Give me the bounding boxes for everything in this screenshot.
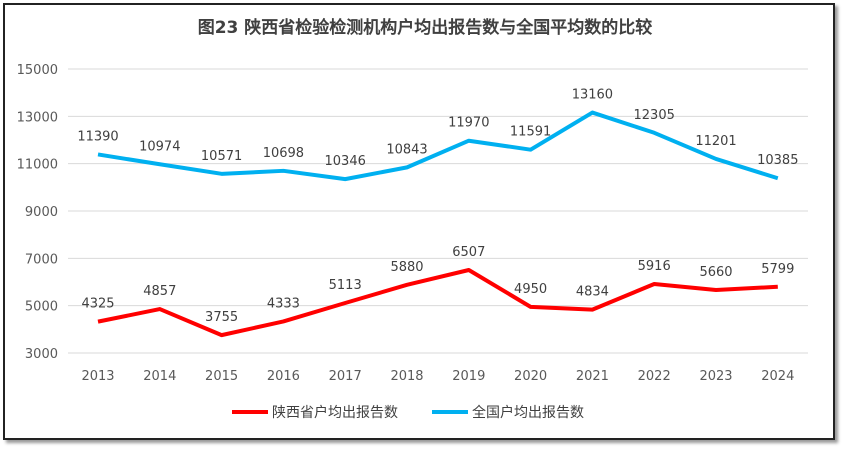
data-label: 10571 [201, 149, 242, 164]
data-label: 4333 [267, 296, 300, 311]
data-label: 10974 [139, 139, 180, 154]
data-label: 11390 [77, 129, 118, 144]
chart-frame [3, 3, 835, 440]
y-tick-label: 7000 [25, 252, 58, 267]
x-tick-label: 2021 [576, 369, 609, 384]
data-label: 3755 [205, 310, 238, 325]
x-tick-label: 2019 [452, 369, 485, 384]
series-line-1 [97, 110, 779, 182]
data-label: 10843 [386, 142, 427, 157]
data-label: 4857 [143, 284, 176, 299]
x-tick-label: 2017 [329, 369, 362, 384]
data-label: 11591 [510, 125, 551, 140]
data-label: 5799 [761, 262, 794, 277]
x-tick-label: 2023 [699, 369, 732, 384]
data-label: 10698 [263, 146, 304, 161]
y-tick-label: 3000 [25, 347, 58, 362]
legend-label: 全国户均出报告数 [472, 404, 584, 421]
data-label: 6507 [452, 245, 485, 260]
data-label: 5660 [699, 265, 732, 280]
x-tick-label: 2013 [81, 369, 114, 384]
data-label: 10346 [325, 154, 366, 169]
x-tick-label: 2024 [761, 369, 794, 384]
data-label: 4950 [514, 282, 547, 297]
data-label: 11201 [695, 134, 736, 149]
data-label: 11970 [448, 116, 489, 131]
x-tick-label: 2014 [143, 369, 176, 384]
x-tick-label: 2022 [638, 369, 671, 384]
y-tick-label: 5000 [25, 300, 58, 315]
chart-title: 图23 陕西省检验检测机构户均出报告数与全国平均数的比较 [198, 17, 653, 38]
data-label: 5916 [638, 259, 671, 274]
y-tick-label: 11000 [17, 158, 58, 173]
data-label: 5113 [329, 278, 362, 293]
x-tick-label: 2018 [390, 369, 423, 384]
data-label: 10385 [757, 153, 798, 168]
data-label: 13160 [572, 88, 613, 103]
y-tick-label: 9000 [25, 205, 58, 220]
legend-label: 陕西省户均出报告数 [272, 404, 398, 421]
x-tick-label: 2015 [205, 369, 238, 384]
data-label: 5880 [390, 260, 423, 275]
data-label: 12305 [634, 108, 675, 123]
data-label: 4325 [81, 297, 114, 312]
y-tick-label: 13000 [17, 110, 58, 125]
data-label: 4834 [576, 285, 609, 300]
x-tick-label: 2020 [514, 369, 547, 384]
y-tick-label: 15000 [17, 63, 58, 78]
series-line-0 [97, 268, 778, 338]
x-tick-label: 2016 [267, 369, 300, 384]
